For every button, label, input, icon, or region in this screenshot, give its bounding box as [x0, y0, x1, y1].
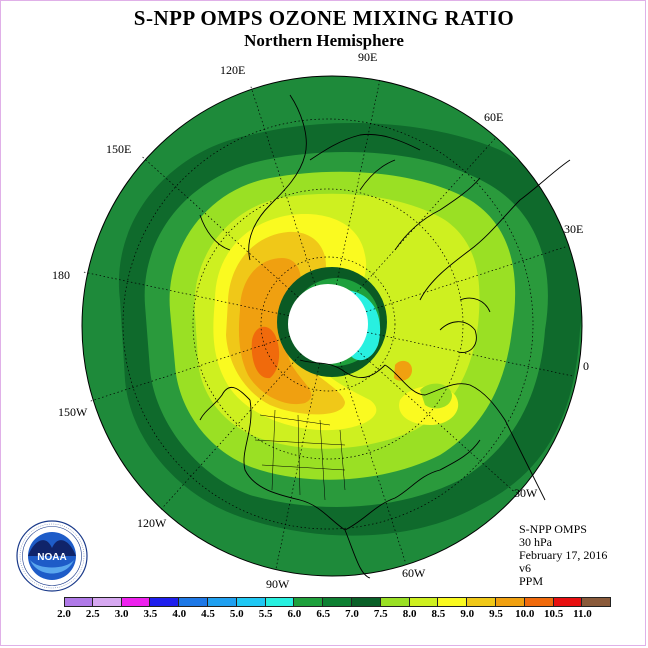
svg-text:NOAA: NOAA — [37, 552, 66, 563]
lon-label-120w: 120W — [137, 516, 167, 530]
info-units: PPM — [519, 574, 544, 588]
lon-label-60w: 60W — [402, 566, 426, 580]
ozone-band-9.5b — [394, 360, 412, 381]
meridian-line — [335, 79, 381, 285]
colorbar-swatch — [294, 597, 324, 607]
ozone-band-7.5b — [420, 383, 452, 409]
colorbar-swatch — [495, 597, 525, 607]
colorbar-swatch — [323, 597, 352, 607]
colorbar-swatch — [207, 597, 237, 607]
meridian-lines — [83, 79, 573, 569]
colorbar-swatch — [121, 597, 151, 607]
colorbar-tick-label: 8.0 — [402, 608, 417, 620]
meridian-line — [275, 363, 321, 569]
colorbar-tick-label: 3.0 — [114, 608, 129, 620]
colorbar — [64, 597, 612, 607]
colorbar-tick-label: 7.5 — [373, 608, 388, 620]
colorbar-tick-label: 11.0 — [573, 608, 592, 620]
product-info: S-NPP OMPS 30 hPa February 17, 2016 v6 P… — [519, 523, 607, 588]
colorbar-tick-label: 9.0 — [460, 608, 475, 620]
colorbar-swatch — [438, 597, 468, 607]
colorbar-tick-label: 7.0 — [345, 608, 359, 620]
us-state-boundaries — [254, 409, 346, 501]
colorbar-tick-label: 9.5 — [489, 608, 503, 620]
info-date: February 17, 2016 — [519, 548, 608, 562]
lon-label-90e: 90E — [358, 50, 378, 64]
colorbar-swatch — [524, 597, 554, 607]
lon-label-30e: 30E — [564, 222, 584, 236]
colorbar-swatch — [409, 597, 439, 607]
colorbar-tick-label: 2.5 — [85, 608, 100, 620]
info-instrument: S-NPP OMPS — [519, 522, 587, 536]
map-disk-outline — [81, 75, 583, 577]
info-version: v6 — [519, 561, 531, 575]
colorbar-swatch — [553, 597, 583, 607]
colorbar-tick-label: 5.5 — [258, 608, 273, 620]
lon-label-150e: 150E — [106, 142, 132, 156]
meridian-line — [340, 361, 406, 562]
meridian-line — [90, 336, 291, 402]
colorbar-tick-label: 8.5 — [431, 608, 446, 620]
lon-label-150w: 150W — [58, 405, 88, 419]
ozone-field — [82, 76, 582, 576]
colorbar-swatch — [380, 597, 410, 607]
info-level: 30 hPa — [519, 535, 552, 549]
colorbar-tick-label: 10.5 — [543, 608, 564, 620]
map-subtitle: Northern Hemisphere — [244, 31, 404, 50]
colorbar-tick-label: 4.5 — [201, 608, 215, 620]
graticule — [122, 118, 534, 530]
lon-label-60e: 60E — [484, 110, 504, 124]
colorbar-tick-label: 4.0 — [172, 608, 187, 620]
colorbar-swatch — [150, 597, 180, 607]
colorbar-tick-label: 6.0 — [287, 608, 302, 620]
colorbar-tick-label: 10.0 — [515, 608, 535, 620]
colorbar-swatch — [236, 597, 266, 607]
colorbar-swatch — [467, 597, 496, 607]
colorbar-tick-label: 5.0 — [229, 608, 244, 620]
meridian-line — [365, 246, 566, 312]
colorbar-tick-label: 2.0 — [57, 608, 71, 620]
lon-label-120e: 120E — [220, 63, 246, 77]
lon-label-90w: 90W — [266, 577, 290, 591]
colorbar-swatch — [64, 597, 93, 607]
lon-label-30w: 30W — [514, 486, 538, 500]
colorbar-tick-label: 6.5 — [316, 608, 331, 620]
colorbar-swatch — [265, 597, 295, 607]
meridian-line — [357, 350, 515, 492]
meridian-line — [141, 156, 299, 298]
colorbar-swatch — [92, 597, 122, 607]
colorbar-tick-label: 3.5 — [143, 608, 158, 620]
meridian-line — [160, 353, 302, 511]
noaa-logo: NOAA — [16, 520, 88, 592]
meridian-line — [250, 86, 316, 287]
coastlines — [199, 94, 571, 579]
meridian-line — [367, 331, 573, 377]
colorbar-swatch — [582, 597, 612, 607]
meridian-line — [354, 137, 496, 295]
meridian-line — [83, 271, 289, 317]
map-title: S-NPP OMPS OZONE MIXING RATIO — [133, 6, 515, 30]
lon-label-0: 0 — [583, 359, 589, 373]
colorbar-swatch — [179, 597, 208, 607]
no-data-polar-cap — [288, 284, 368, 364]
colorbar-swatch — [351, 597, 381, 607]
ozone-band-10.0 — [251, 326, 280, 379]
lon-label-180: 180 — [52, 268, 70, 282]
